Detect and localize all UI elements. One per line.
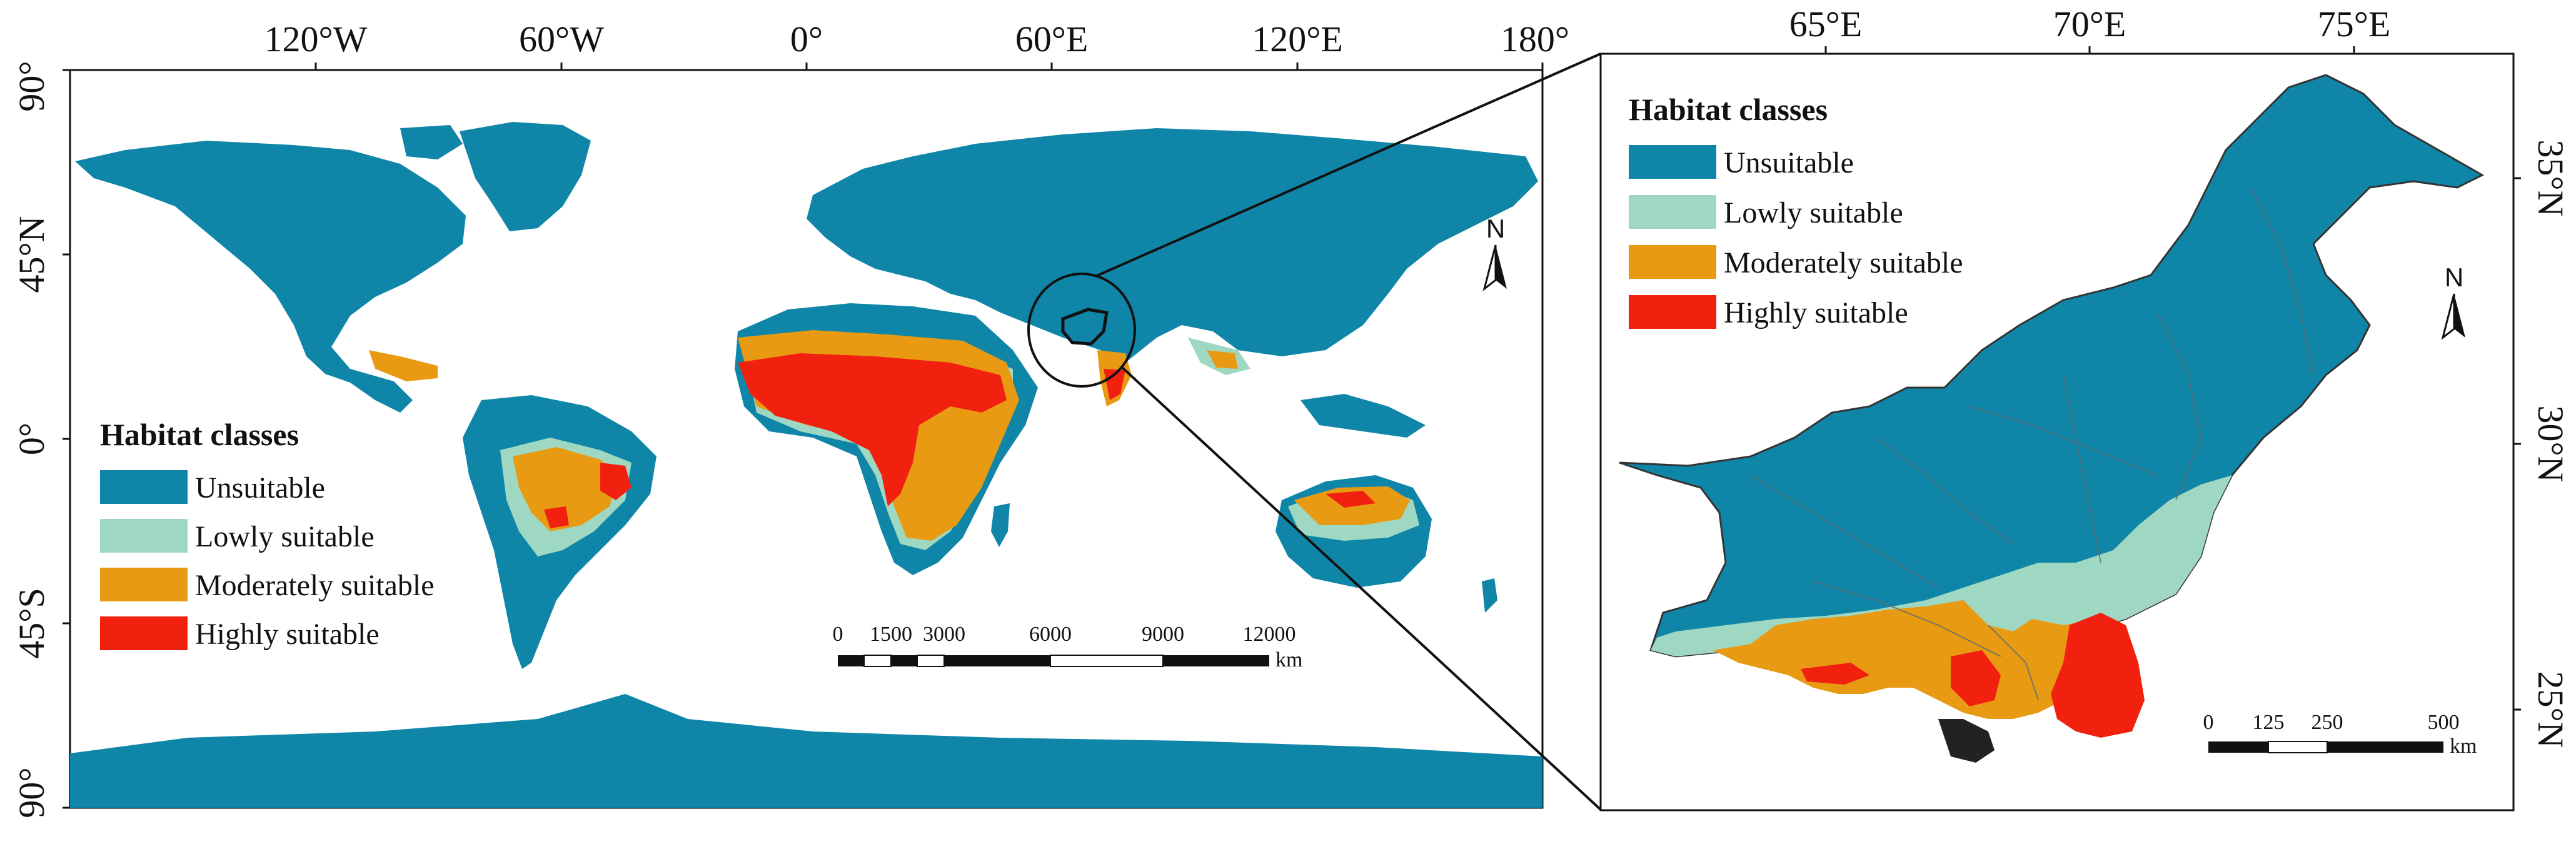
world-lat-tick-0: 0° (11, 423, 52, 455)
north-america-land (75, 141, 466, 413)
inset-legend-swatch-highly (1629, 295, 1716, 329)
inset-tick-marks (1824, 46, 2521, 711)
inset-connector-top (1095, 53, 1601, 278)
inset-legend-label-lowly: Lowly suitable (1724, 196, 1903, 229)
inset-map: 65°E 70°E 75°E 35°N 30°N 25°N (1599, 4, 2571, 811)
southeast-asia-moderate (1207, 350, 1238, 369)
inset-legend-swatch-lowly (1629, 195, 1716, 229)
pakistan-coast-dark (1938, 719, 1995, 763)
inset-legend-label-unsuitable: Unsuitable (1724, 146, 1854, 179)
world-scale-bar: 0 1500 3000 6000 9000 12000 km (833, 623, 1303, 671)
india-highly (1104, 369, 1125, 400)
world-scale-label-6000: 6000 (1029, 623, 1072, 646)
world-legend-swatch-unsuitable (100, 470, 188, 504)
inset-scale-label-0: 0 (2203, 711, 2214, 734)
world-lat-tick-90n: 90° (11, 61, 52, 111)
inset-connector-bottom (1121, 366, 1602, 811)
world-lon-tick-0: 0° (790, 19, 823, 59)
world-lon-tick-120e: 120°E (1252, 19, 1343, 59)
world-lon-tick-60w: 60°W (519, 19, 604, 59)
inset-north-arrow: N (2441, 263, 2465, 340)
pakistan-highly-2 (1951, 650, 2001, 706)
inset-legend: Habitat classes Unsuitable Lowly suitabl… (1629, 92, 1963, 329)
pakistan-district-lines (1750, 187, 2314, 701)
inset-lon-tick-75e: 75°E (2318, 4, 2391, 44)
world-lat-tick-45s: 45°S (11, 588, 52, 658)
world-legend-title: Habitat classes (100, 417, 299, 452)
central-america-moderate (369, 350, 438, 381)
inset-scale-label-125: 125 (2253, 711, 2285, 734)
world-scale-label-1500: 1500 (870, 623, 912, 646)
inset-legend-swatch-moderate (1629, 245, 1716, 279)
pakistan-map (1619, 74, 2485, 763)
europe-asia-land (807, 128, 1538, 363)
new-zealand-land (1482, 578, 1497, 613)
pakistan-highly-3 (1801, 663, 1869, 685)
inset-legend-swatch-unsuitable (1629, 145, 1716, 179)
world-legend-swatch-moderate (100, 568, 188, 601)
pakistan-highly-1 (2051, 613, 2145, 738)
world-map: 120°W 60°W 0° 60°E 120°E 180° 90° 45°N 0… (11, 19, 1569, 818)
south-america-highly-2 (544, 506, 569, 528)
africa-highly (738, 353, 1007, 506)
world-scale-label-0: 0 (833, 623, 843, 646)
world-tick-marks (63, 63, 1544, 809)
inset-legend-title: Habitat classes (1629, 92, 1828, 127)
world-lon-tick-180: 180° (1501, 19, 1569, 59)
south-america-highly-1 (600, 463, 631, 500)
inset-lon-tick-65e: 65°E (1789, 4, 1863, 44)
world-legend-label-highly: Highly suitable (195, 618, 380, 651)
inset-legend-label-highly: Highly suitable (1724, 296, 1908, 329)
inset-north-label: N (2445, 263, 2463, 292)
world-scale-unit: km (1275, 648, 1302, 671)
inset-legend-label-moderate: Moderately suitable (1724, 246, 1963, 279)
world-scale-label-12000: 12000 (1243, 623, 1296, 646)
greenland-land (460, 122, 591, 231)
inset-lon-tick-70e: 70°E (2053, 4, 2126, 44)
inset-scale-bar: 0 125 250 500 km (2203, 711, 2477, 758)
inset-scale-label-500: 500 (2428, 711, 2460, 734)
inset-scale-label-250: 250 (2312, 711, 2343, 734)
south-america-moderate (513, 447, 619, 531)
world-scale-label-3000: 3000 (923, 623, 965, 646)
world-north-label: N (1486, 214, 1505, 243)
antarctica-land (70, 694, 1542, 808)
pakistan-locator-circle (1027, 273, 1136, 388)
southeast-asia-land (1301, 394, 1426, 438)
madagascar-land (991, 503, 1010, 547)
inset-lat-tick-35n: 35°N (2530, 139, 2571, 216)
world-legend-label-lowly: Lowly suitable (195, 520, 375, 553)
world-legend-swatch-highly (100, 616, 188, 650)
world-lon-tick-120w: 120°W (264, 19, 368, 59)
pakistan-outline-small (1061, 308, 1109, 346)
world-legend-swatch-lowly (100, 519, 188, 553)
pakistan-moderate (1713, 600, 2095, 719)
world-scale-label-9000: 9000 (1142, 623, 1184, 646)
inset-lat-tick-25n: 25°N (2530, 671, 2571, 748)
world-legend-label-unsuitable: Unsuitable (195, 471, 325, 505)
world-lat-tick-45n: 45°N (11, 216, 52, 293)
arctic-islands-land (400, 125, 463, 159)
inset-lat-tick-30n: 30°N (2530, 405, 2571, 482)
world-suitability-zones (369, 330, 1419, 556)
australia-highly (1326, 491, 1376, 508)
world-lon-tick-60e: 60°E (1015, 19, 1089, 59)
world-legend-label-moderate: Moderately suitable (195, 569, 435, 602)
inset-scale-unit: km (2450, 735, 2477, 758)
world-lat-tick-90s: 90° (11, 767, 52, 818)
world-legend: Habitat classes Unsuitable Lowly suitabl… (100, 417, 435, 651)
pakistan-lowly (1651, 475, 2232, 663)
world-north-arrow: N (1482, 214, 1507, 291)
